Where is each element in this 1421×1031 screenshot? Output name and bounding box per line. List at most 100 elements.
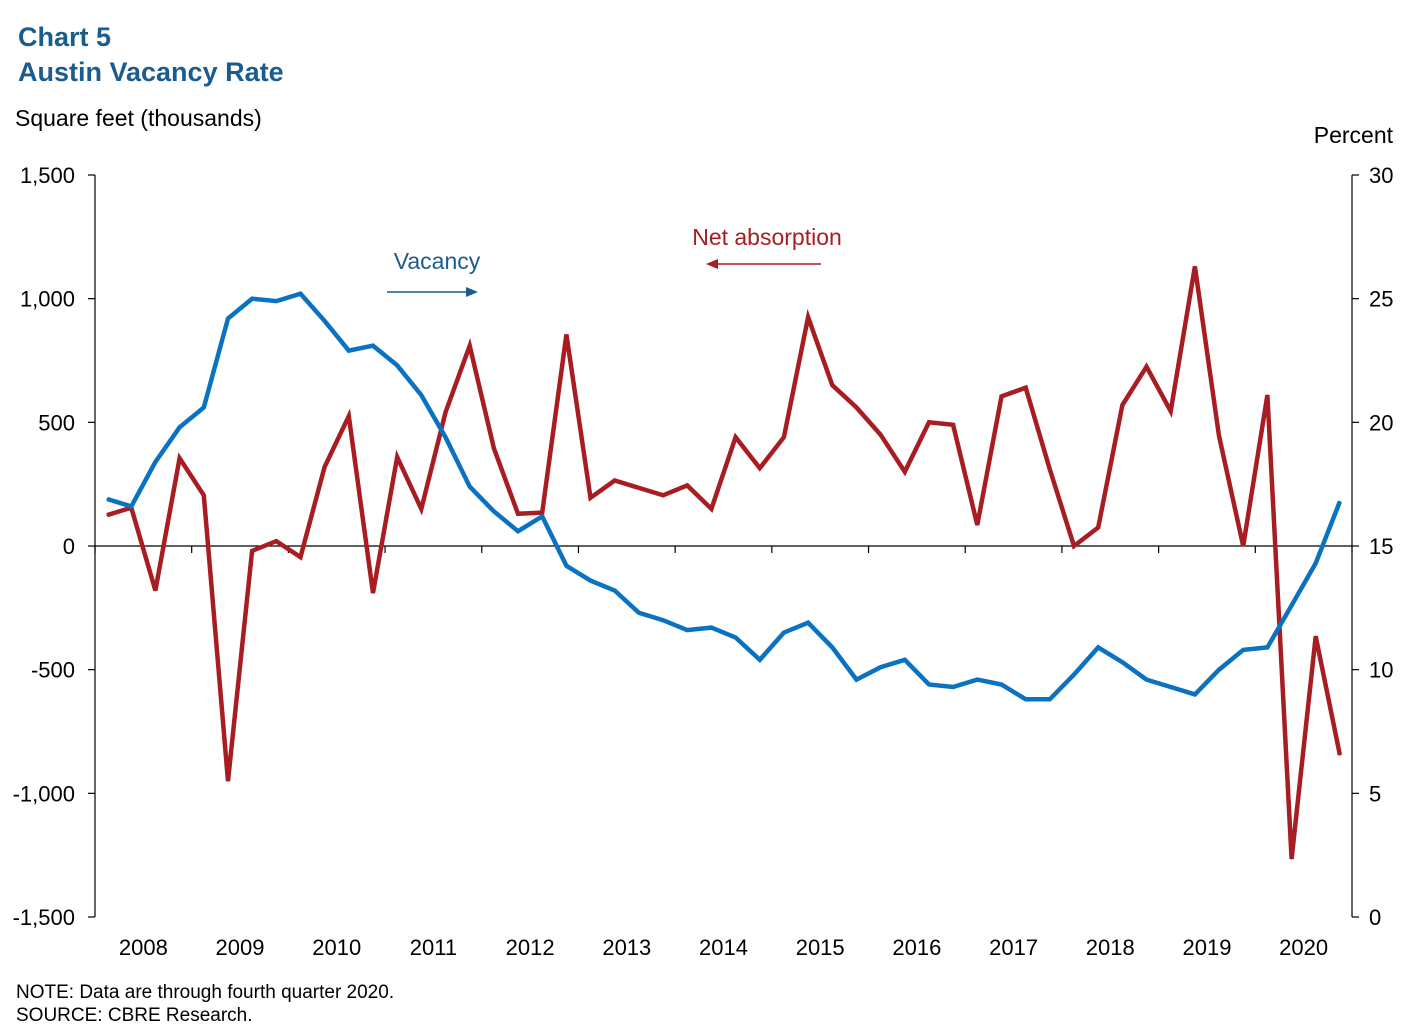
net-absorption-point [1073,545,1075,547]
vacancy-point [130,505,133,508]
vacancy-point [396,364,398,367]
x-tick-label: 2008 [119,935,168,960]
vacancy-point [589,579,592,582]
net-absorption-arrow-head [706,259,718,269]
vacancy-point [154,461,157,463]
left-tick-label: 1,500 [20,163,75,188]
vacancy-point [783,631,785,634]
left-tick-label: 500 [38,410,75,435]
right-tick-label: 5 [1369,781,1381,806]
vacancy-point [952,686,954,688]
net-absorption-point [638,487,640,489]
vacancy-point [710,626,713,629]
net-absorption-point [879,433,882,436]
vacancy-point [686,629,689,631]
net-absorption-point [1121,404,1124,406]
vacancy-arrow-head [466,287,478,297]
net-absorption-point [420,508,423,510]
net-absorption-point [855,406,858,409]
net-absorption-point [783,436,785,438]
net-absorption-point [275,540,278,542]
vacancy-point [565,564,568,567]
vacancy-point [202,406,205,409]
x-tick-label: 2009 [216,935,265,960]
net-absorption-point [976,524,979,526]
vacancy-point [903,658,906,661]
net-absorption-point [1097,526,1099,529]
vacancy-point [1290,604,1293,607]
net-absorption-point [710,508,713,510]
net-absorption-point [299,556,302,558]
vacancy-point [1073,673,1075,676]
net-absorption-point [396,456,398,458]
vacancy-point [1339,500,1341,503]
net-absorption-point [662,494,664,497]
vacancy-point [1000,683,1003,686]
note-text: NOTE: Data are through fourth quarter 20… [16,982,395,1003]
net-absorption-point [1169,410,1172,413]
vacancy-point [323,320,326,322]
net-absorption-point [372,592,374,594]
vacancy-point [1169,686,1172,688]
net-absorption-point [1242,545,1245,547]
right-tick-label: 30 [1369,163,1393,188]
vacancy-point [1049,698,1051,701]
left-tick-label: -1,000 [13,781,75,806]
vacancy-point [1218,668,1220,671]
vacancy-point [1097,646,1099,649]
left-tick-label: -1,500 [13,905,75,930]
net-absorption-point [106,514,108,516]
net-absorption-point [903,471,906,473]
x-tick-label: 2014 [699,935,748,960]
net-absorption-point [1024,386,1027,389]
x-tick-label: 2017 [989,935,1038,960]
vacancy-point [879,666,882,668]
x-tick-label: 2016 [892,935,941,960]
x-tick-label: 2012 [506,935,555,960]
vacancy-point [1266,646,1269,649]
vacancy-point [275,300,278,302]
net-absorption-point [831,384,834,387]
right-tick-label: 0 [1369,905,1381,930]
net-absorption-point [686,484,689,487]
net-absorption-point [952,424,954,426]
vacancy-point [734,636,737,639]
net-absorption-point [807,316,809,319]
net-absorption-point [1145,365,1148,368]
vacancy-point [1145,678,1148,681]
net-absorption-point [468,344,471,347]
net-absorption-point [251,550,253,552]
vacancy-label: Vacancy [394,248,481,274]
net-absorption-point [178,457,181,459]
x-tick-label: 2013 [602,935,651,960]
net-absorption-point [928,421,930,424]
net-absorption-point [1290,858,1293,860]
right-axis-title: Percent [1313,122,1393,148]
net-absorption-point [1049,468,1051,471]
vacancy-point [178,426,181,429]
vacancy-point [444,436,447,438]
vacancy-point [807,621,809,624]
net-absorption-point [1339,754,1341,756]
net-absorption-point [444,411,447,414]
net-absorption-point [589,496,592,499]
vacancy-point [662,619,664,621]
x-tick-label: 2020 [1279,935,1328,960]
net-absorption-point [1194,265,1196,268]
right-tick-label: 25 [1369,287,1393,312]
vacancy-point [855,678,858,681]
vacancy-point [517,530,519,532]
vacancy-point [251,297,253,300]
left-tick-label: -500 [31,658,75,683]
vacancy-point [468,485,471,488]
net-absorption-point [1218,435,1220,437]
x-tick-label: 2015 [796,935,845,960]
right-tick-label: 20 [1369,410,1393,435]
net-absorption-point [348,415,350,417]
vacancy-point [1194,693,1196,696]
vacancy-point [638,611,640,614]
vacancy-point [1314,562,1317,565]
vacancy-point [1121,661,1124,664]
x-tick-label: 2010 [312,935,361,960]
right-tick-label: 10 [1369,658,1393,683]
